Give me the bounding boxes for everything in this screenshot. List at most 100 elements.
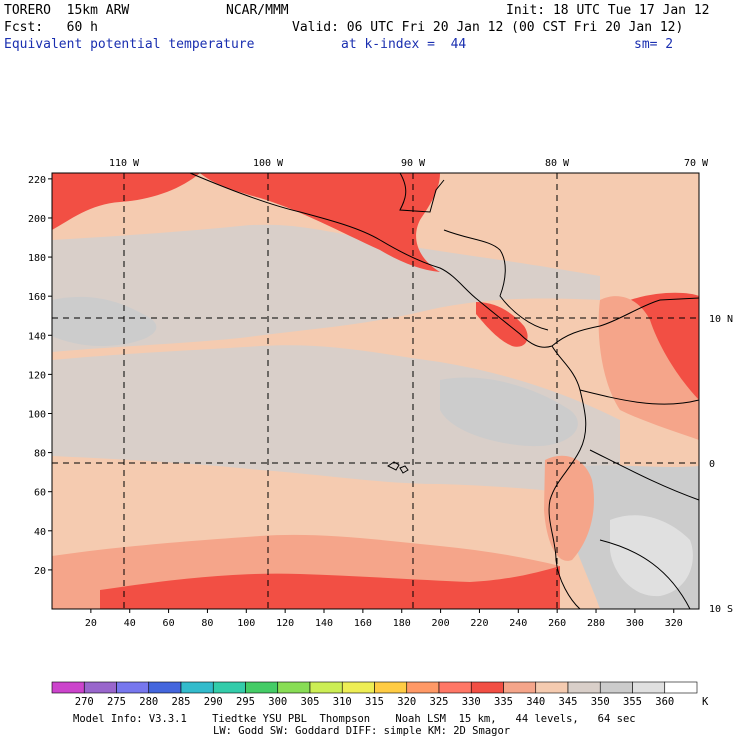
coastline-galapagos bbox=[387, 461, 409, 474]
colorbar-swatch bbox=[664, 681, 698, 694]
latitude-labels: 10 N 0 10 S bbox=[709, 314, 733, 615]
field-high-mexico-coast bbox=[200, 173, 440, 272]
colorbar-swatch bbox=[535, 681, 569, 694]
colorbar-swatch bbox=[212, 681, 246, 694]
y-tick-label: 40 bbox=[34, 527, 46, 538]
y-tick-label: 80 bbox=[34, 449, 46, 460]
y-tick-label: 140 bbox=[28, 331, 46, 342]
x-tick-label: 220 bbox=[470, 618, 488, 629]
coastline-gulf-yucatan bbox=[399, 172, 445, 213]
plot-frame bbox=[51, 172, 700, 610]
model-info: Model Info: V3.3.1 Tiedtke YSU PBL Thomp… bbox=[73, 713, 636, 725]
lat-label: 10 N bbox=[709, 314, 733, 325]
colorbar-value: 345 bbox=[559, 696, 578, 708]
colorbar bbox=[51, 681, 698, 694]
equivalent-potential-temperature-field bbox=[52, 173, 699, 609]
field-high-nw-corner bbox=[52, 173, 200, 230]
smoothing-label: sm= 2 bbox=[634, 37, 674, 52]
x-tick-label: 240 bbox=[509, 618, 527, 629]
field-band-345-upper bbox=[52, 224, 600, 352]
y-tick-label: 180 bbox=[28, 253, 46, 264]
colorbar-value: 335 bbox=[494, 696, 513, 708]
colorbar-swatch bbox=[245, 681, 279, 694]
colorbar-value: 285 bbox=[172, 696, 191, 708]
organization: NCAR/MMM bbox=[226, 3, 289, 18]
field-patch-350-west bbox=[52, 296, 157, 346]
x-axis-ticks: 20 40 60 80 100 120 140 160 180 200 220 240 260 280 30… bbox=[85, 609, 683, 629]
colorbar-value: 275 bbox=[107, 696, 126, 708]
colorbar-value: 305 bbox=[301, 696, 320, 708]
colorbar-value: 310 bbox=[333, 696, 352, 708]
x-tick-label: 60 bbox=[163, 618, 175, 629]
coastline-colombia-venezuela bbox=[551, 297, 700, 347]
x-tick-label: 200 bbox=[432, 618, 450, 629]
lon-label: 110 W bbox=[109, 158, 140, 169]
x-tick-label: 300 bbox=[626, 618, 644, 629]
colorbar-swatch bbox=[180, 681, 214, 694]
colorbar-swatch bbox=[567, 681, 601, 694]
border-south-america-interior bbox=[579, 389, 700, 610]
field-high-south-band bbox=[100, 566, 560, 609]
x-tick-label: 260 bbox=[548, 618, 566, 629]
colorbar-swatch bbox=[438, 681, 472, 694]
coastline-mexico-central-america bbox=[189, 172, 553, 348]
colorbar-swatch bbox=[309, 681, 343, 694]
colorbar-value: 295 bbox=[236, 696, 255, 708]
colorbar-value: 360 bbox=[655, 696, 674, 708]
colorbar-value: 340 bbox=[526, 696, 545, 708]
x-tick-label: 140 bbox=[315, 618, 333, 629]
colorbar-value: 320 bbox=[397, 696, 416, 708]
x-tick-label: 180 bbox=[393, 618, 411, 629]
lat-label: 0 bbox=[709, 459, 715, 470]
colorbar-swatch bbox=[632, 681, 666, 694]
x-tick-label: 280 bbox=[587, 618, 605, 629]
colorbar-value: 280 bbox=[139, 696, 158, 708]
colorbar-value: 315 bbox=[365, 696, 384, 708]
y-tick-label: 160 bbox=[28, 292, 46, 303]
x-tick-label: 100 bbox=[237, 618, 255, 629]
coastline-caribbean-central-america bbox=[443, 229, 549, 331]
lon-label: 100 W bbox=[253, 158, 284, 169]
colorbar-swatch bbox=[341, 681, 375, 694]
colorbar-labels: 270 275 280 285 290 295 300 305 310 315 320 325 330 3… bbox=[75, 696, 674, 708]
colorbar-swatch bbox=[374, 681, 408, 694]
colorbar-value: 325 bbox=[430, 696, 449, 708]
y-tick-label: 120 bbox=[28, 370, 46, 381]
field-335-peru-coast bbox=[544, 455, 594, 561]
model-name: TORERO 15km ARW bbox=[4, 3, 130, 18]
y-tick-label: 20 bbox=[34, 566, 46, 577]
graticule bbox=[52, 173, 699, 609]
x-tick-label: 40 bbox=[124, 618, 136, 629]
colorbar-swatch bbox=[406, 681, 440, 694]
colorbar-value: 355 bbox=[623, 696, 642, 708]
lon-label: 80 W bbox=[545, 158, 570, 169]
y-tick-label: 100 bbox=[28, 409, 46, 420]
y-tick-label: 200 bbox=[28, 214, 46, 225]
colorbar-value: 350 bbox=[591, 696, 610, 708]
x-tick-label: 320 bbox=[665, 618, 683, 629]
field-patch-355-andes bbox=[610, 515, 693, 597]
x-tick-label: 20 bbox=[85, 618, 97, 629]
colorbar-value: 330 bbox=[462, 696, 481, 708]
coastline-south-america-west bbox=[548, 345, 587, 610]
colorbar-unit: K bbox=[702, 696, 709, 708]
y-tick-label: 60 bbox=[34, 488, 46, 499]
colorbar-swatch bbox=[277, 681, 311, 694]
valid-time: Valid: 06 UTC Fri 20 Jan 12 (00 CST Fri … bbox=[292, 20, 684, 35]
level-label: at k-index = 44 bbox=[341, 37, 467, 52]
field-high-costa-rica bbox=[476, 302, 528, 347]
init-time: Init: 18 UTC Tue 17 Jan 12 bbox=[506, 3, 710, 18]
forecast-hour: Fcst: 60 h bbox=[4, 20, 98, 35]
x-tick-label: 80 bbox=[201, 618, 213, 629]
colorbar-swatch bbox=[83, 681, 117, 694]
lon-label: 90 W bbox=[401, 158, 426, 169]
colorbar-value: 290 bbox=[204, 696, 223, 708]
y-tick-label: 220 bbox=[28, 175, 46, 186]
x-tick-label: 120 bbox=[276, 618, 294, 629]
colorbar-swatch bbox=[470, 681, 504, 694]
colorbar-swatch bbox=[116, 681, 150, 694]
y-axis-ticks: 20 40 60 80 100 120 140 160 180 200 220 bbox=[28, 175, 52, 577]
colorbar-swatch bbox=[599, 681, 633, 694]
colorbar-swatch bbox=[503, 681, 537, 694]
